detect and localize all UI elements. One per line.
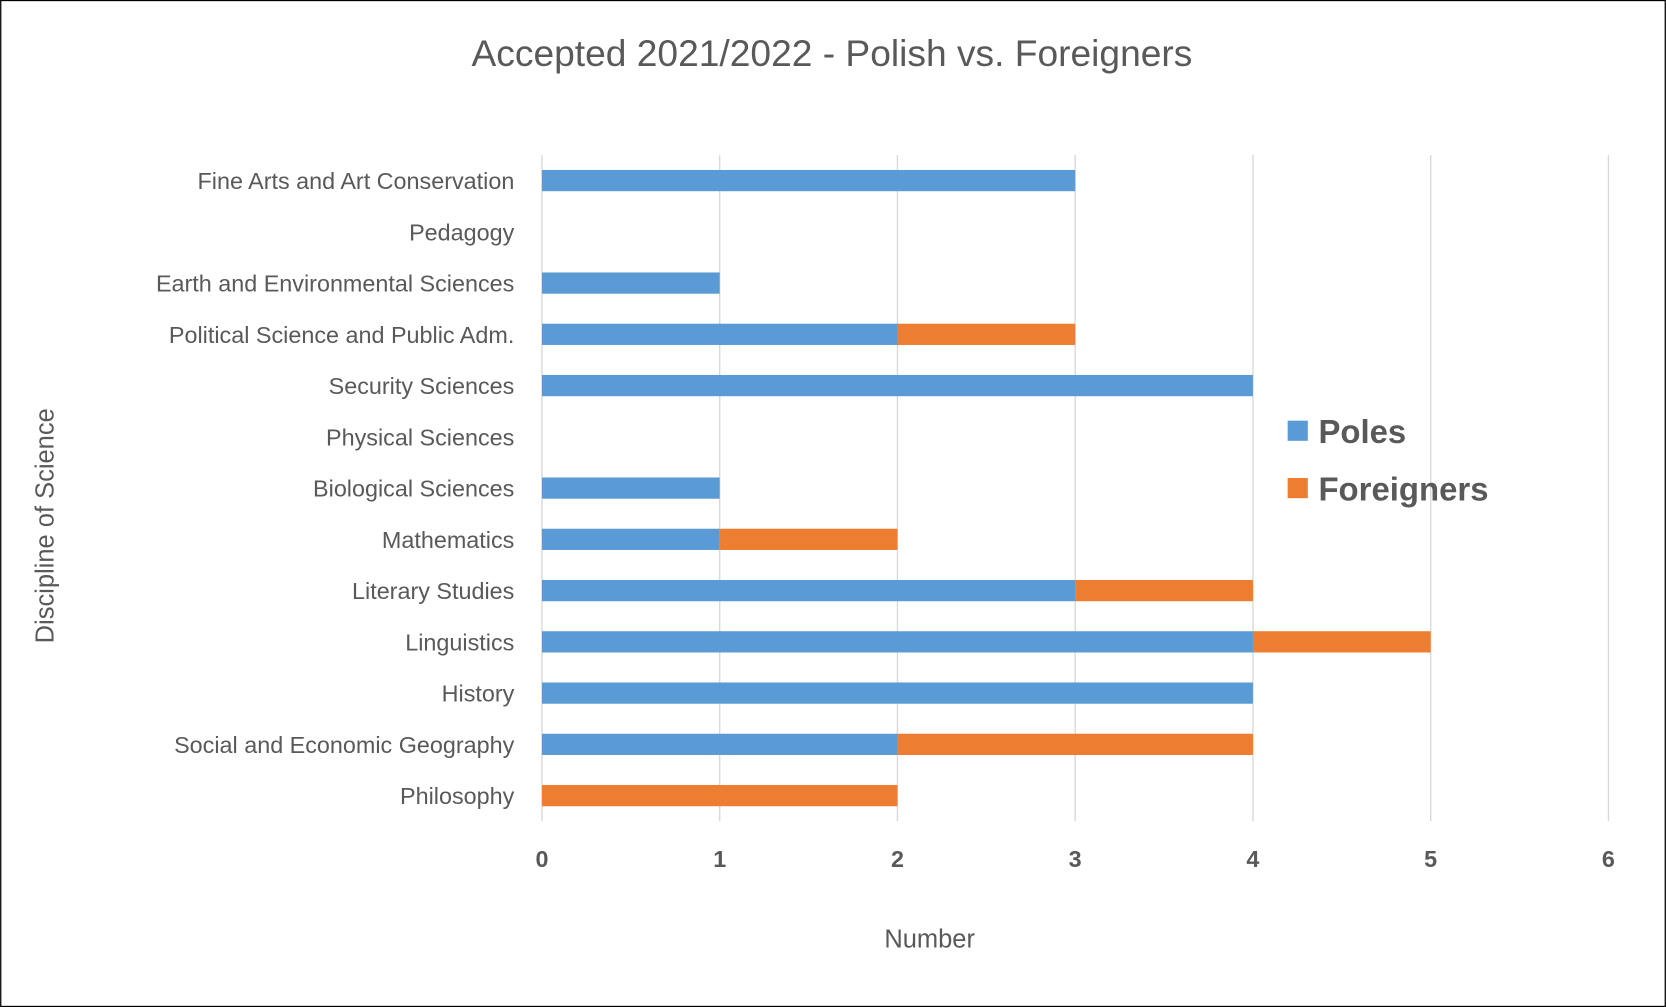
y-category-label: Social and Economic Geography	[174, 732, 515, 758]
y-category-label: Literary Studies	[352, 578, 514, 604]
bar-poles-6	[541, 477, 720, 499]
y-category-label: Earth and Environmental Sciences	[156, 271, 514, 297]
legend-swatch-foreigners	[1287, 478, 1308, 499]
bar-foreigners-3	[897, 323, 1076, 345]
x-tick-label: 6	[1602, 846, 1615, 872]
bar-poles-0	[541, 169, 1076, 192]
bar-foreigners-12	[541, 784, 898, 807]
x-tick-label: 1	[713, 846, 726, 872]
legend-swatch-poles	[1287, 420, 1308, 441]
x-tick-label: 0	[535, 846, 548, 872]
bar-foreigners-7	[719, 528, 898, 550]
y-category-label: Security Sciences	[329, 373, 515, 399]
y-category-label: Philosophy	[400, 783, 515, 809]
y-category-label: Biological Sciences	[313, 476, 514, 502]
bar-poles-10	[541, 682, 1253, 704]
y-category-label: History	[442, 681, 515, 707]
bar-poles-9	[541, 631, 1253, 653]
bar-foreigners-9	[1252, 631, 1431, 653]
bar-poles-2	[541, 272, 720, 294]
x-tick-label: 2	[891, 846, 904, 872]
y-category-label: Physical Sciences	[326, 424, 514, 450]
x-tick-label: 3	[1069, 846, 1082, 872]
chart-title: Accepted 2021/2022 - Polish vs. Foreigne…	[472, 32, 1193, 74]
x-axis-title: Number	[884, 926, 975, 954]
x-tick-label: 4	[1246, 846, 1259, 872]
bar-poles-11	[541, 733, 898, 755]
y-category-label: Pedagogy	[409, 219, 515, 245]
bar-poles-7	[541, 528, 720, 550]
y-category-label: Political Science and Public Adm.	[169, 322, 514, 348]
bar-poles-3	[541, 323, 898, 345]
bar-poles-4	[541, 374, 1253, 397]
x-tick-label: 5	[1424, 846, 1437, 872]
legend-label-foreigners: Foreigners	[1318, 470, 1488, 507]
bar-poles-8	[541, 579, 1076, 602]
y-axis-title: Discipline of Science	[31, 408, 59, 643]
bar-foreigners-8	[1075, 579, 1253, 602]
y-category-label: Fine Arts and Art Conservation	[198, 168, 515, 194]
y-category-label: Mathematics	[382, 527, 514, 553]
legend-label-poles: Poles	[1318, 413, 1406, 450]
y-category-label: Linguistics	[405, 629, 514, 655]
bar-foreigners-11	[897, 733, 1253, 755]
